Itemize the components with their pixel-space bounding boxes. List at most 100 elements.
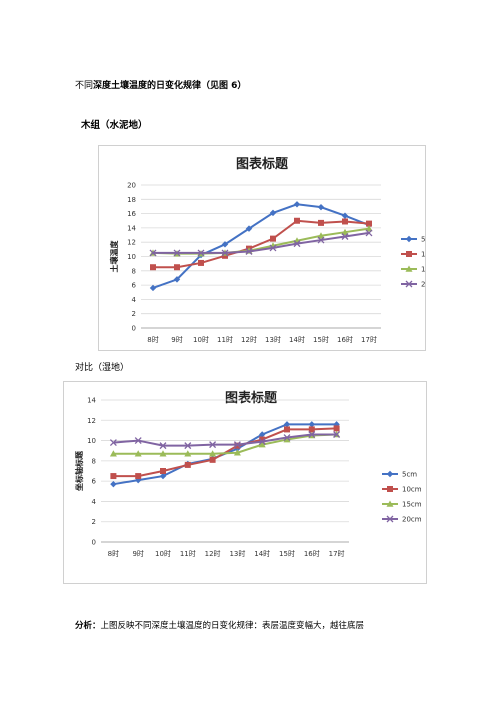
legend-marker xyxy=(406,251,412,257)
series-15cm xyxy=(149,225,373,257)
x-tick-label: 15时 xyxy=(313,335,329,344)
data-point-15cm xyxy=(209,450,217,457)
x-tick-label: 9时 xyxy=(132,549,143,558)
legend-label: 5cm xyxy=(402,471,417,479)
data-point-20cm xyxy=(308,431,316,438)
y-tick-label: 0 xyxy=(132,325,136,333)
data-point-15cm xyxy=(317,232,325,239)
legend-item-10cm: 10cm xyxy=(401,251,441,259)
x-tick-label: 8时 xyxy=(108,549,119,558)
data-point-15cm xyxy=(109,450,117,457)
data-point-10cm xyxy=(259,436,266,443)
data-point-20cm xyxy=(197,249,205,257)
data-point-10cm xyxy=(333,425,340,432)
y-tick-label: 2 xyxy=(92,518,96,526)
x-tick-label: 14时 xyxy=(289,335,305,344)
data-point-5cm xyxy=(110,480,117,488)
x-tick-label: 12时 xyxy=(205,549,221,558)
intro-prefix: 不同 xyxy=(75,81,94,91)
y-tick-label: 12 xyxy=(127,239,136,247)
data-point-20cm xyxy=(134,437,142,445)
data-point-5cm xyxy=(259,431,266,438)
data-point-10cm xyxy=(110,473,117,480)
data-point-5cm xyxy=(308,421,315,428)
x-tick-label: 11时 xyxy=(217,335,233,344)
data-point-20cm xyxy=(233,441,241,449)
data-point-15cm xyxy=(258,441,266,448)
data-point-10cm xyxy=(209,456,216,463)
legend-item-20cm: 20cm xyxy=(401,280,441,289)
chart-svg-2: 图表标题 0 2 4 6 8 10 12 14 8时 9时 10时 11时 12时 13时 14时 15时 16时… xyxy=(74,390,422,558)
y-tick-label: 10 xyxy=(127,253,136,261)
y-tick-label: 18 xyxy=(127,196,136,204)
intro-bold: 深度土壤温度的日变化规律（见图 6） xyxy=(93,81,247,91)
y-tick-label: 4 xyxy=(132,296,137,304)
legend-label: 10cm xyxy=(402,486,422,494)
legend-item-5cm: 5cm xyxy=(382,471,417,479)
chart-title: 图表标题 xyxy=(225,390,278,406)
legend-marker xyxy=(386,515,394,523)
x-tick-label: 10时 xyxy=(193,335,209,344)
data-point-20cm xyxy=(221,249,229,257)
legend-marker xyxy=(405,235,413,243)
series-20cm xyxy=(149,229,373,257)
x-tick-label: 10时 xyxy=(155,549,171,558)
data-point-5cm xyxy=(317,203,325,211)
chart-title: 图表标题 xyxy=(236,156,289,172)
data-point-10cm xyxy=(308,426,315,433)
x-tick-label: 8时 xyxy=(147,335,158,344)
legend-marker xyxy=(386,500,394,507)
data-point-20cm xyxy=(317,236,325,244)
y-tick-label: 12 xyxy=(87,417,96,425)
legend-marker xyxy=(405,280,413,288)
y-tick-label: 0 xyxy=(92,539,96,547)
data-point-20cm xyxy=(184,442,192,450)
chart-svg-1: 图表标题 0 2 4 6 8 10 12 14 16 18 20 8时 9时 10时 11时 12时 13时 14时… xyxy=(109,156,441,344)
data-point-10cm xyxy=(270,235,276,242)
y-tick-label: 2 xyxy=(132,310,136,318)
data-point-10cm xyxy=(222,252,228,259)
data-point-20cm xyxy=(209,441,217,449)
series-line-20cm xyxy=(153,231,370,254)
series-line-20cm xyxy=(113,433,337,447)
x-tick-label: 11时 xyxy=(180,549,196,558)
y-axis-label: 土壤温度 xyxy=(109,240,119,273)
legend-label: 20cm xyxy=(421,281,425,289)
legend-marker xyxy=(386,470,394,478)
data-point-10cm xyxy=(318,219,324,226)
legend-item-20cm: 20cm xyxy=(382,516,422,524)
x-tick-label: 14时 xyxy=(254,549,270,558)
legend-label: 10cm xyxy=(421,251,425,259)
x-tick-label: 13时 xyxy=(229,549,245,558)
data-point-15cm xyxy=(134,450,142,457)
legend-marker xyxy=(405,265,413,272)
data-point-15cm xyxy=(341,228,349,235)
legend-label: 20cm xyxy=(402,516,422,524)
data-point-15cm xyxy=(159,450,167,457)
analysis-text: 上图反映不同深度土壤温度的日变化规律：表层温度变幅大，越往底层 xyxy=(100,621,365,631)
analysis-label: 分析： xyxy=(75,621,101,631)
section-heading-wetland: 对比（湿地） xyxy=(75,363,130,373)
data-point-15cm xyxy=(184,450,192,457)
y-tick-label: 6 xyxy=(132,282,137,290)
legend-item-15cm: 15cm xyxy=(382,500,422,509)
x-tick-label: 12时 xyxy=(241,335,257,344)
data-point-20cm xyxy=(149,249,157,257)
data-point-10cm xyxy=(184,461,191,468)
data-point-20cm xyxy=(258,438,266,446)
data-point-5cm xyxy=(159,472,167,480)
data-point-10cm xyxy=(342,218,348,225)
data-point-10cm xyxy=(294,217,300,224)
data-point-5cm xyxy=(245,225,253,232)
data-point-15cm xyxy=(283,436,291,443)
x-tick-label: 17时 xyxy=(361,335,377,344)
data-point-20cm xyxy=(293,240,301,248)
data-point-20cm xyxy=(173,249,181,257)
data-point-10cm xyxy=(150,264,156,271)
data-point-10cm xyxy=(160,468,166,474)
data-point-10cm xyxy=(198,259,204,266)
data-point-10cm xyxy=(366,220,372,227)
data-point-10cm xyxy=(284,426,290,433)
data-point-10cm xyxy=(135,473,142,480)
legend-item-5cm: 5cm xyxy=(401,235,436,244)
